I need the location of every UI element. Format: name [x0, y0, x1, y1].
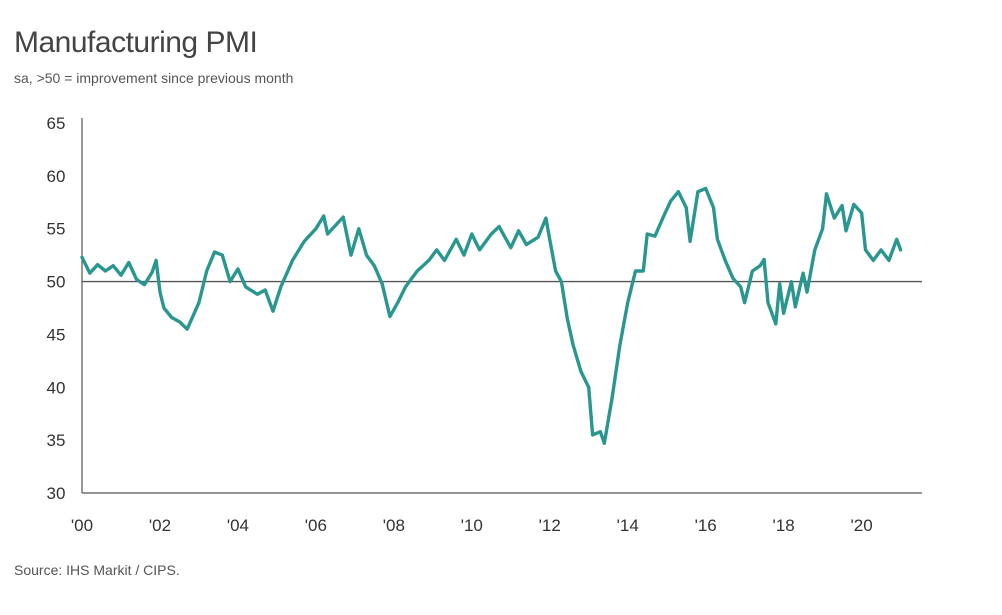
x-tick-label: '04: [227, 516, 249, 535]
x-tick-label: '20: [851, 516, 873, 535]
x-tick-label: '10: [461, 516, 483, 535]
x-tick-label: '18: [773, 516, 795, 535]
y-tick-label: 40: [47, 378, 66, 397]
x-tick-label: '08: [383, 516, 405, 535]
source-note: Source: IHS Markit / CIPS.: [14, 562, 180, 578]
x-tick-label: '16: [695, 516, 717, 535]
x-tick-label: '12: [539, 516, 561, 535]
chart-subtitle: sa, >50 = improvement since previous mon…: [14, 70, 294, 86]
x-tick-label: '00: [71, 516, 93, 535]
y-tick-label: 60: [47, 167, 66, 186]
x-tick-label: '06: [305, 516, 327, 535]
x-tick-labels: '00 '02 '04 '06 '08 '10 '12 '14 '16 '18 '20: [71, 516, 873, 535]
y-tick-label: 50: [47, 273, 66, 292]
chart-title: Manufacturing PMI: [14, 26, 258, 59]
y-tick-label: 65: [47, 114, 66, 133]
y-tick-labels: 30 35 40 45 50 55 60 65: [47, 114, 66, 503]
y-tick-label: 45: [47, 325, 66, 344]
y-tick-label: 30: [47, 484, 66, 503]
y-tick-label: 35: [47, 431, 66, 450]
pmi-series-line: [80, 186, 903, 445]
y-tick-label: 55: [47, 220, 66, 239]
x-tick-label: '14: [617, 516, 639, 535]
x-tick-label: '02: [149, 516, 171, 535]
